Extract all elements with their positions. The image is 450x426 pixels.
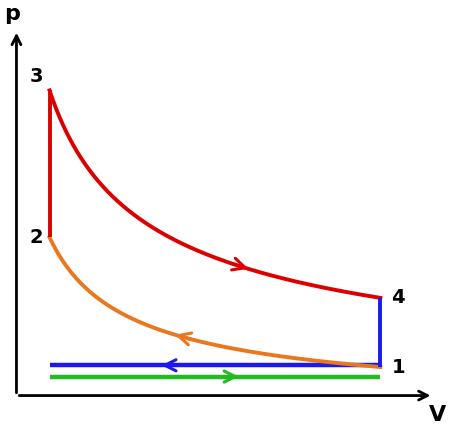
Text: p: p	[4, 4, 20, 24]
Text: 1: 1	[392, 357, 405, 377]
Text: V: V	[429, 405, 446, 425]
Text: 2: 2	[29, 228, 43, 247]
Text: 3: 3	[29, 67, 43, 86]
Text: 4: 4	[392, 288, 405, 308]
